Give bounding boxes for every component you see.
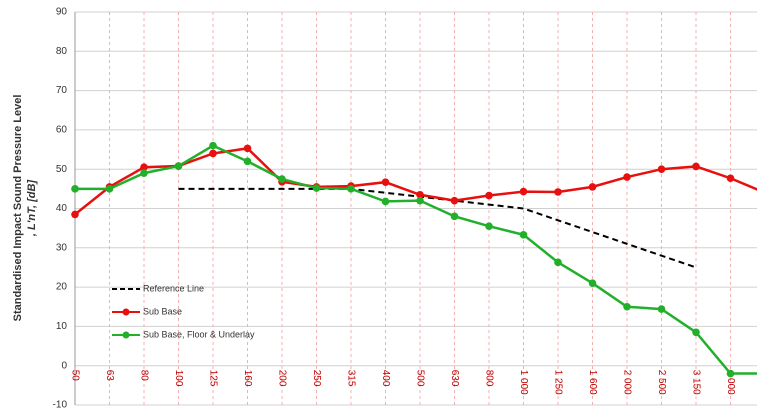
x-tick-label: 50: [69, 370, 80, 382]
series-marker: [209, 141, 217, 150]
legend-label: Reference Line: [143, 283, 204, 293]
series-marker: [657, 305, 666, 313]
legend-marker: [122, 308, 130, 316]
series-line: [74, 147, 757, 216]
x-tick-label: 4 000: [725, 370, 736, 395]
series-line: [178, 187, 697, 269]
series-marker: [174, 162, 183, 170]
x-tick-label: 160: [242, 370, 253, 387]
x-tick-label: 80: [138, 370, 149, 382]
series-marker: [71, 185, 79, 193]
legend-marker: [122, 331, 130, 339]
x-tick-label: 3 150: [690, 370, 701, 395]
y-tick-label: 80: [56, 46, 68, 57]
series-marker: [588, 183, 597, 191]
series-marker: [209, 149, 217, 158]
series-marker: [588, 279, 597, 287]
series-marker: [657, 165, 666, 173]
y-tick-label: 90: [56, 7, 68, 18]
series-marker: [71, 210, 79, 219]
series-marker: [692, 328, 700, 337]
legend-label: Sub Base, Floor & Underlay: [143, 329, 255, 339]
series-marker: [416, 196, 424, 205]
series-marker: [105, 185, 114, 193]
y-tick-label: -10: [53, 400, 68, 411]
x-tick-label: 2 500: [656, 370, 667, 395]
y-tick-label: 50: [56, 164, 68, 175]
series-marker: [519, 231, 528, 239]
series-marker: [519, 187, 528, 196]
series-marker: [485, 191, 493, 200]
y-tick-label: 0: [61, 360, 67, 371]
x-tick-label: 800: [483, 370, 494, 387]
series-marker: [726, 369, 735, 378]
x-tick-label: 630: [449, 370, 460, 387]
series-marker: [243, 144, 252, 153]
series-marker: [140, 169, 148, 177]
series-marker: [623, 302, 631, 311]
y-tick-label: 20: [56, 282, 68, 293]
x-tick-label: 1 250: [552, 370, 563, 395]
y-tick-label: 60: [56, 125, 68, 136]
series-marker: [485, 222, 493, 230]
series-marker: [347, 185, 355, 193]
x-tick-label: 315: [345, 370, 356, 387]
series-marker: [450, 212, 459, 221]
x-tick-label: 200: [276, 370, 287, 387]
x-tick-label: 400: [380, 370, 391, 387]
series-marker: [243, 157, 252, 166]
x-tick-label: 63: [104, 370, 115, 382]
y-tick-label: 70: [56, 85, 68, 96]
series-marker: [381, 197, 390, 206]
x-tick-label: 250: [311, 370, 322, 387]
y-tick-label: 10: [56, 321, 68, 332]
x-tick-label: 2 000: [621, 370, 632, 395]
x-tick-label: 1 600: [587, 370, 598, 395]
series-marker: [312, 184, 321, 192]
x-tick-label: 1 000: [518, 370, 529, 395]
series-marker: [726, 174, 735, 183]
series-marker: [450, 196, 459, 205]
x-tick-label: 125: [207, 370, 218, 387]
series-marker: [623, 173, 631, 181]
series-marker: [416, 190, 424, 199]
x-tick-label: 100: [173, 370, 184, 387]
series-marker: [140, 163, 148, 172]
legend-label: Sub Base: [143, 306, 182, 316]
y-tick-label: 30: [56, 242, 68, 253]
y-tick-label: 40: [56, 203, 68, 214]
series-marker: [381, 178, 390, 186]
y-axis-label: , L'nT, [dB]: [26, 180, 38, 238]
series-marker: [692, 162, 700, 171]
x-tick-label: 500: [414, 370, 425, 387]
series-marker: [554, 188, 562, 196]
series-marker: [278, 175, 286, 183]
series-marker: [554, 258, 562, 267]
y-axis-label: Standardised Impact Sound Pressure Level: [12, 95, 24, 322]
